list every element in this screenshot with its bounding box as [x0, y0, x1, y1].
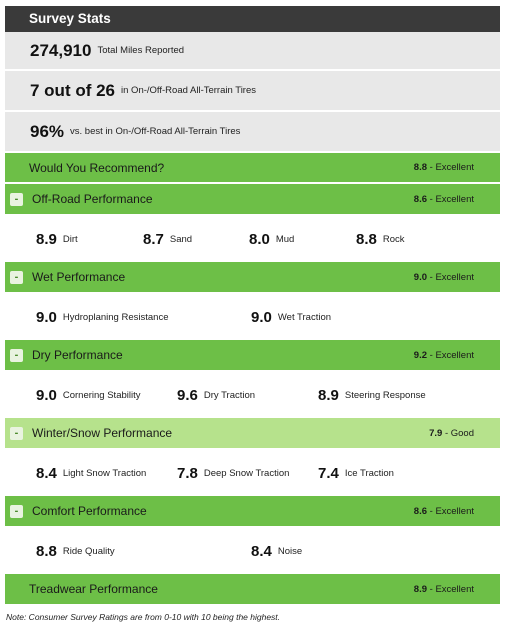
metric-light-snow: 8.4 Light Snow Traction: [36, 464, 147, 482]
treadwear-label: Treadwear Performance: [29, 582, 158, 596]
metrics-dry: 9.0 Cornering Stability 9.6 Dry Traction 8…: [5, 372, 500, 418]
category-rating: 9.0 - Excellent: [413, 271, 474, 283]
metric-mud: 8.0 Mud: [249, 230, 295, 248]
collapse-icon[interactable]: -: [10, 192, 23, 206]
stat-label: vs. best in On-/Off-Road All-Terrain Tir…: [70, 126, 241, 137]
survey-stats-panel: Survey Stats 274,910 Total Miles Reporte…: [5, 6, 500, 606]
metric-ride-quality: 8.8 Ride Quality: [36, 542, 115, 560]
stat-value: 7 out of 26: [30, 80, 116, 100]
stat-value: 274,910: [30, 40, 92, 60]
metric-noise: 8.4 Noise: [251, 542, 303, 560]
stat-rank: 7 out of 26 in On-/Off-Road All-Terrain …: [5, 71, 500, 112]
category-rating: 7.9 - Good: [429, 427, 474, 439]
category-winter[interactable]: - Winter/Snow Performance 7.9 - Good: [5, 418, 500, 450]
collapse-icon[interactable]: -: [10, 504, 23, 518]
metric-sand: 8.7 Sand: [143, 230, 193, 248]
recommend-row: Would You Recommend? 8.8 - Excellent: [5, 153, 500, 184]
category-comfort[interactable]: - Comfort Performance 8.6 - Excellent: [5, 496, 500, 528]
metrics-wet: 9.0 Hydroplaning Resistance 9.0 Wet Tracti…: [5, 294, 500, 340]
stat-vs-best: 96% vs. best in On-/Off-Road All-Terrain…: [5, 112, 500, 153]
collapse-icon[interactable]: -: [10, 270, 23, 284]
category-off-road[interactable]: - Off-Road Performance 8.6 - Excellent: [5, 184, 500, 216]
category-wet[interactable]: - Wet Performance 9.0 - Excellent: [5, 262, 500, 294]
footnote: Note: Consumer Survey Ratings are from 0…: [6, 612, 281, 622]
treadwear-row: Treadwear Performance 8.9 - Excellent: [5, 574, 500, 606]
recommend-label: Would You Recommend?: [29, 160, 165, 175]
category-rating: 8.6 - Excellent: [413, 505, 474, 517]
metrics-winter: 8.4 Light Snow Traction 7.8 Deep Snow Trac…: [5, 450, 500, 496]
panel-title: Survey Stats: [5, 6, 500, 32]
metric-hydroplaning: 9.0 Hydroplaning Resistance: [36, 308, 169, 326]
category-name: Winter/Snow Performance: [32, 426, 173, 440]
metric-rock: 8.8 Rock: [356, 230, 405, 248]
category-name: Off-Road Performance: [32, 192, 153, 206]
metric-ice: 7.4 Ice Traction: [318, 464, 394, 482]
stat-label: in On-/Off-Road All-Terrain Tires: [121, 85, 256, 96]
collapse-icon[interactable]: -: [10, 348, 23, 362]
category-name: Dry Performance: [32, 348, 123, 362]
stat-total-miles: 274,910 Total Miles Reported: [5, 32, 500, 71]
category-name: Comfort Performance: [32, 504, 147, 518]
category-name: Wet Performance: [32, 270, 126, 284]
treadwear-rating: 8.9 - Excellent: [413, 583, 474, 595]
category-dry[interactable]: - Dry Performance 9.2 - Excellent: [5, 340, 500, 372]
collapse-icon[interactable]: -: [10, 426, 23, 440]
stat-value: 96%: [30, 121, 65, 141]
category-rating: 8.6 - Excellent: [413, 193, 474, 205]
metrics-off-road: 8.9 Dirt 8.7 Sand 8.0 Mud 8.8 Rock: [5, 216, 500, 262]
recommend-rating: 8.8 - Excellent: [413, 162, 474, 173]
metric-cornering: 9.0 Cornering Stability: [36, 386, 141, 404]
metric-wet-traction: 9.0 Wet Traction: [251, 308, 332, 326]
metric-dirt: 8.9 Dirt: [36, 230, 78, 248]
metric-dry-traction: 9.6 Dry Traction: [177, 386, 256, 404]
stat-label: Total Miles Reported: [97, 45, 185, 56]
metric-steering: 8.9 Steering Response: [318, 386, 426, 404]
metric-deep-snow: 7.8 Deep Snow Traction: [177, 464, 290, 482]
metrics-comfort: 8.8 Ride Quality 8.4 Noise: [5, 528, 500, 574]
category-rating: 9.2 - Excellent: [413, 349, 474, 361]
